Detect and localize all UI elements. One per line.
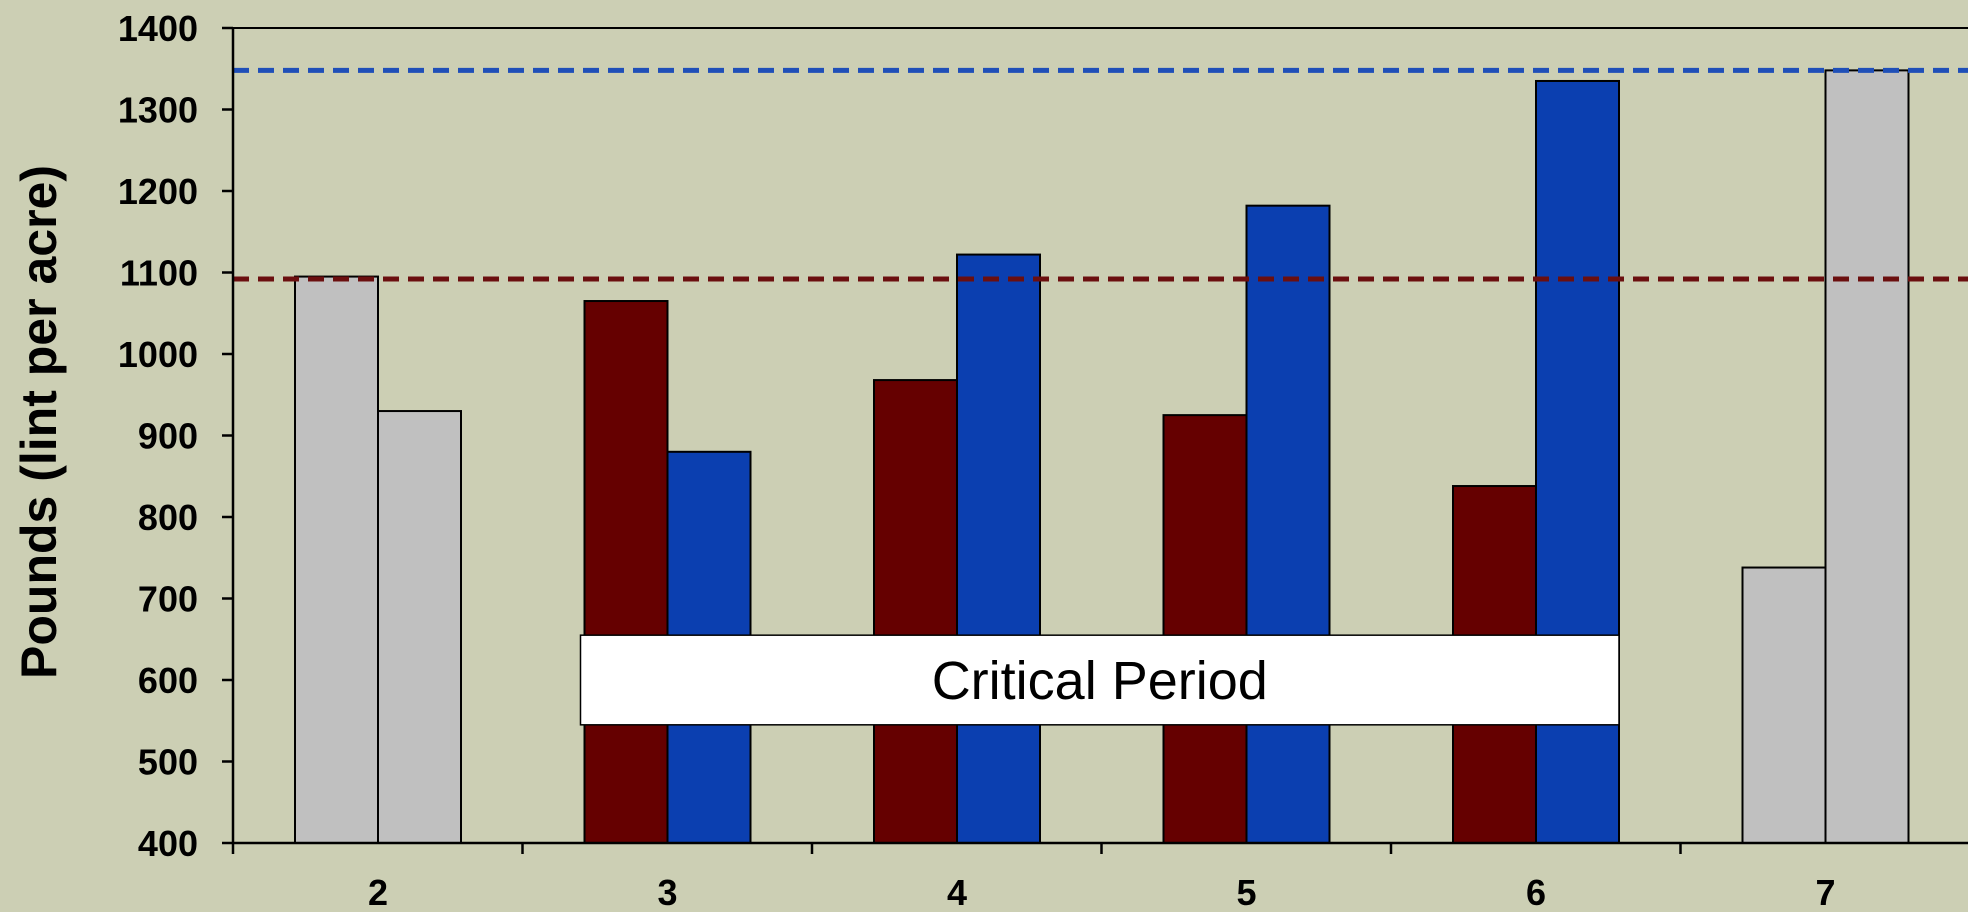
bar-3-1 [583,300,669,844]
x-tick-label: 5 [1236,872,1256,912]
x-tick-label: 7 [1815,872,1835,912]
y-tick-label: 1100 [120,253,198,294]
bar-7-1 [1741,566,1827,845]
bar-4-1 [873,379,958,844]
y-tick-label: 1000 [118,334,198,375]
bar-5-2 [1245,204,1331,845]
y-tick-label: 900 [138,416,198,457]
x-tick-label: 2 [368,872,388,912]
y-tick-label: 400 [138,823,198,864]
x-tick-label: 4 [947,872,967,912]
y-tick-label: 700 [138,579,198,620]
bar-2-2 [377,410,462,844]
x-tick-label: 6 [1526,872,1546,912]
y-tick-label: 1400 [118,8,198,49]
bar-5-1 [1162,414,1248,844]
y-tick-label: 1300 [118,90,198,131]
x-tick-label: 3 [657,872,677,912]
axes-layer: 400 500 600 700 800 900 1000 1100 1200 1300 1400 2 3… [118,8,1968,912]
bar-2-1 [294,275,379,844]
y-axis-title: Pounds (lint per acre) [11,165,67,679]
bar-4-2 [956,253,1041,844]
critical-period-box [579,634,1620,726]
y-tick-label: 600 [138,660,198,701]
y-tick-label: 1200 [118,171,198,212]
critical-period-label: Critical Period [932,651,1268,711]
y-tick-label: 800 [138,497,198,538]
y-tick-label: 500 [138,742,198,783]
annotation-layer: Critical Period [579,634,1620,726]
bar-7-2 [1824,69,1910,844]
reference-lines-layer [233,67,1968,282]
bar-6-2 [1535,79,1620,845]
